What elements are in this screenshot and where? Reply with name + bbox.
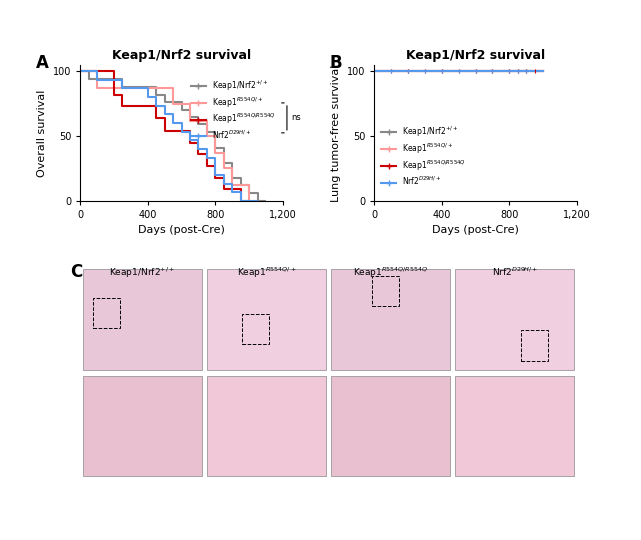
- FancyBboxPatch shape: [455, 269, 574, 369]
- Text: Keap1$^{R554Q/+}$: Keap1$^{R554Q/+}$: [237, 266, 296, 280]
- X-axis label: Days (post-Cre): Days (post-Cre): [432, 226, 519, 235]
- Y-axis label: Overall survival: Overall survival: [37, 89, 47, 177]
- FancyBboxPatch shape: [331, 269, 450, 369]
- Title: Keap1/Nrf2 survival: Keap1/Nrf2 survival: [406, 49, 545, 62]
- FancyBboxPatch shape: [207, 269, 326, 369]
- Text: A: A: [35, 54, 48, 72]
- FancyBboxPatch shape: [331, 376, 450, 476]
- Text: Nrf2$^{D29H/+}$: Nrf2$^{D29H/+}$: [492, 266, 538, 279]
- Text: C: C: [71, 263, 83, 281]
- Bar: [92, 298, 120, 328]
- Y-axis label: Lung tumor-free survival: Lung tumor-free survival: [331, 64, 341, 201]
- FancyBboxPatch shape: [83, 376, 202, 476]
- Text: Keap1$^{R554Q/R554Q}$: Keap1$^{R554Q/R554Q}$: [353, 266, 428, 280]
- FancyBboxPatch shape: [455, 376, 574, 476]
- Bar: [372, 276, 399, 306]
- Bar: [242, 314, 269, 345]
- X-axis label: Days (post-Cre): Days (post-Cre): [138, 226, 225, 235]
- Text: B: B: [329, 54, 342, 72]
- Title: Keap1/Nrf2 survival: Keap1/Nrf2 survival: [112, 49, 251, 62]
- FancyBboxPatch shape: [83, 269, 202, 369]
- Text: ns: ns: [291, 113, 301, 123]
- Legend: Keap1/Nrf2$^{+/+}$, Keap1$^{R554Q/+}$, Keap1$^{R554Q/R554Q}$, Nrf2$^{D29H/+}$: Keap1/Nrf2$^{+/+}$, Keap1$^{R554Q/+}$, K…: [378, 122, 469, 190]
- Text: Keap1/Nrf2$^{+/+}$: Keap1/Nrf2$^{+/+}$: [109, 266, 175, 280]
- Legend: Keap1/Nrf2$^{+/+}$, Keap1$^{R554Q/+}$, Keap1$^{R554Q/R554Q}$, Nrf2$^{D29H/+}$: Keap1/Nrf2$^{+/+}$, Keap1$^{R554Q/+}$, K…: [188, 76, 279, 144]
- Bar: [521, 330, 548, 361]
- FancyBboxPatch shape: [207, 376, 326, 476]
